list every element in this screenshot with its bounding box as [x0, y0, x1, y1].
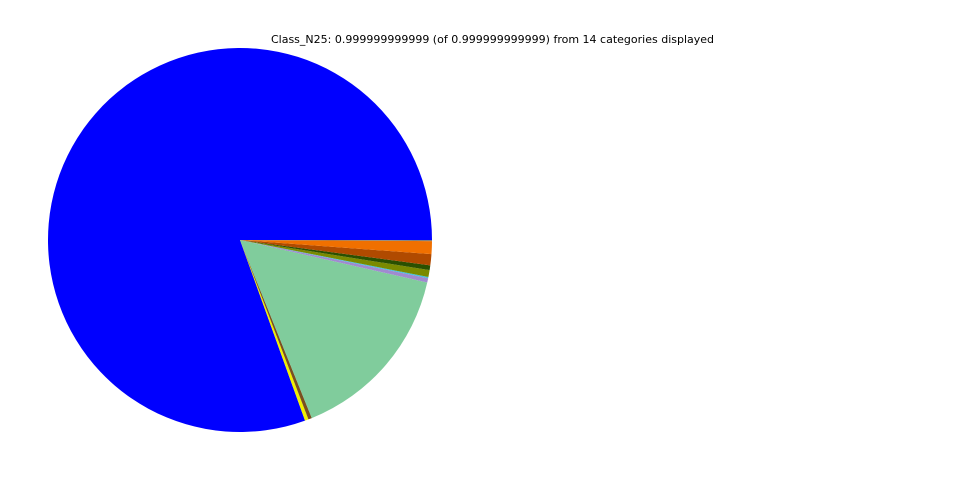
chart-title: Class_N25: 0.999999999999 (of 0.99999999… [270, 33, 715, 46]
pie-slice-9 [240, 240, 432, 255]
pie-slice-10 [240, 240, 432, 242]
pie-slice-8 [240, 240, 432, 266]
pie-slice-0 [48, 48, 433, 433]
pie-slice-1 [240, 240, 309, 421]
pie-slice-6 [240, 240, 430, 278]
pie-slice-7 [240, 240, 431, 271]
pie-slice-4 [240, 240, 429, 283]
pie-slice-2 [240, 240, 312, 420]
pie-slice-3 [240, 240, 428, 419]
pie-slice-5 [240, 240, 429, 279]
